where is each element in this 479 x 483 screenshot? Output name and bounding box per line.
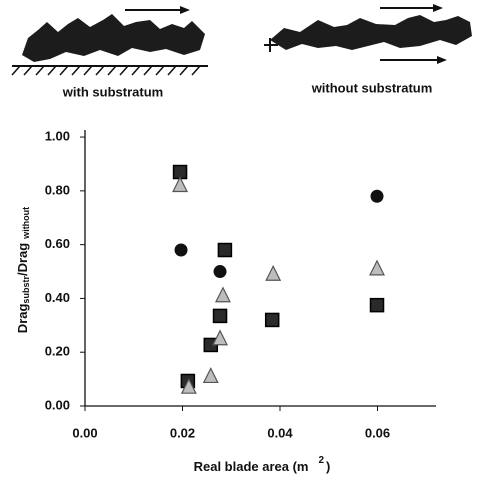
caption: without substratum <box>311 80 433 95</box>
data-point <box>213 265 227 279</box>
data-point <box>212 308 228 324</box>
data-point <box>265 264 282 281</box>
y-tick-label: 0.20 <box>45 344 70 359</box>
data-point <box>174 243 188 257</box>
data-point <box>202 367 219 384</box>
blade-shape <box>270 15 472 50</box>
x-tick-label: 0.04 <box>267 425 293 440</box>
y-tick-label: 0.40 <box>45 290 70 305</box>
arrow-head <box>180 6 190 14</box>
caption: with substratum <box>62 84 163 99</box>
data-point <box>369 297 385 313</box>
x-tick-label: 0.06 <box>365 425 390 440</box>
illustration-with-substratum: with substratum <box>11 6 208 99</box>
substratum-hatch <box>11 65 201 76</box>
y-tick-label: 1.00 <box>45 129 70 144</box>
x-tick-label: 0.00 <box>72 425 97 440</box>
x-axis-label-text: ) <box>326 459 330 474</box>
y-tick-label: 0.60 <box>45 236 70 251</box>
data-point <box>172 176 189 193</box>
arrow-head <box>433 4 443 12</box>
data-point <box>212 329 229 346</box>
y-axis-label: Dragsubstr/Drag without <box>15 207 31 333</box>
data-point <box>214 286 231 303</box>
data-point <box>370 189 384 203</box>
arrow-head <box>437 56 447 64</box>
y-tick-label: 0.00 <box>45 397 70 412</box>
data-point <box>217 242 233 258</box>
y-axis-label-sub: without <box>21 207 31 240</box>
data-point <box>180 377 197 394</box>
y-axis-label-sub: substr <box>21 276 31 304</box>
data-point <box>264 312 280 328</box>
data-point <box>369 259 385 276</box>
illustration-without-substratum: without substratum <box>264 4 472 95</box>
y-axis-label-text: Drag <box>15 304 30 334</box>
attachment-cross <box>264 38 278 52</box>
blade-shape <box>22 14 205 62</box>
x-tick-label: 0.02 <box>170 425 195 440</box>
x-axis-label-sup: 2 <box>318 455 324 466</box>
y-tick-label: 0.80 <box>45 182 70 197</box>
x-axis-label: Real blade area (m 2) <box>194 455 331 475</box>
x-axis-label-text: Real blade area (m <box>194 459 309 474</box>
y-axis-label-text: /Drag <box>15 243 30 276</box>
